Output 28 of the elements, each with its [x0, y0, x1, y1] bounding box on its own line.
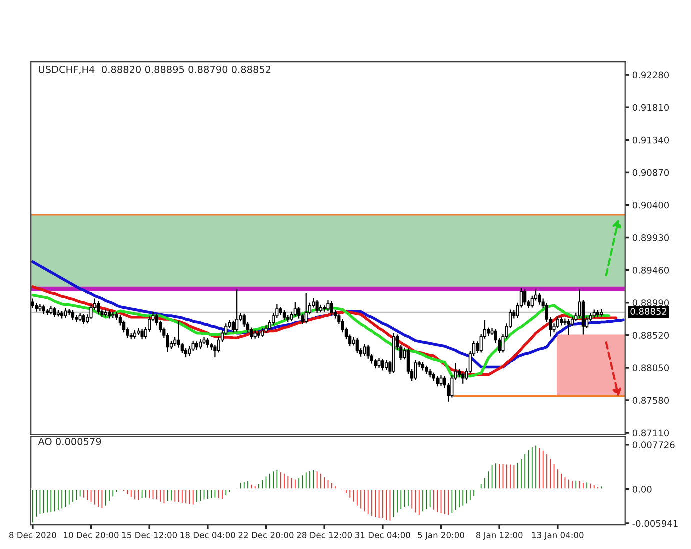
y-tick-label: 0.88990: [632, 300, 670, 306]
y-tick-label: -0.005941: [632, 520, 678, 528]
y-tick-label: 0.007726: [632, 442, 675, 448]
x-tick-label: 31 Dec 04:00: [356, 532, 410, 538]
x-tick-label: 5 Jan 20:00: [418, 532, 464, 540]
y-tick-label: 0.91340: [632, 136, 670, 144]
x-tick-label: 13 Jan 04:00: [532, 532, 584, 540]
y-tick-label: 0.87110: [632, 430, 670, 437]
y-tick-label: 0.92280: [632, 72, 670, 79]
x-tick-label: 8 Jan 12:00: [476, 532, 523, 540]
chart-title: AO 0.000579: [38, 438, 102, 446]
x-tick-label: 10 Dec 20:00: [64, 532, 119, 538]
y-tick-label: 0.89460: [632, 267, 670, 274]
y-tick-label: 0.00: [632, 486, 652, 493]
x-tick-label: 18 Dec 04:00: [180, 532, 236, 538]
y-tick-label: 0.91810: [632, 104, 670, 112]
y-tick-label: 0.90870: [632, 169, 670, 176]
y-tick-label: 0.87580: [632, 397, 670, 404]
x-tick-label: 28 Dec 12:00: [297, 532, 352, 538]
chart-title: USDCHF,H4 0.88820 0.88895 0.88790 0.88852: [39, 66, 271, 74]
ref-line-label: 0.88852: [630, 308, 667, 316]
y-tick-label: 0.88520: [632, 332, 670, 339]
x-tick-label: 8 Dec 2020: [10, 532, 56, 538]
y-tick-label: 0.89930: [632, 234, 670, 242]
x-tick-label: 22 Dec 20:00: [238, 532, 294, 538]
y-tick-label: 0.90400: [632, 202, 670, 209]
x-tick-label: 15 Dec 12:00: [122, 532, 178, 538]
y-tick-label: 0.88050: [632, 364, 670, 372]
